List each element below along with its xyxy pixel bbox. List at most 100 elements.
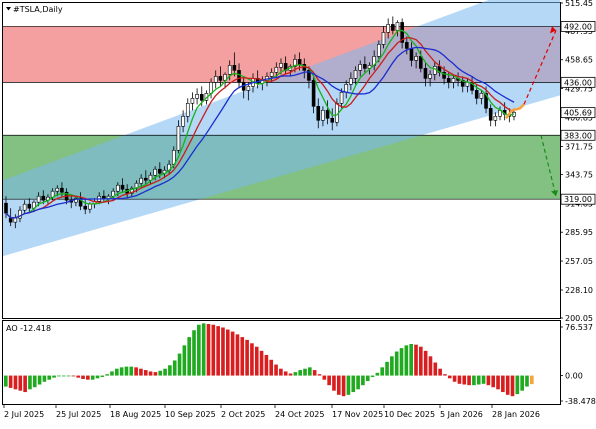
ao-bar — [254, 346, 259, 376]
candle-body — [460, 80, 465, 87]
candle — [460, 76, 465, 93]
candle — [218, 66, 223, 87]
ao-bar — [192, 330, 196, 376]
candle — [391, 16, 395, 35]
price-tick-label: 200.05 — [565, 314, 593, 323]
candle-body — [405, 42, 409, 49]
candle-body — [307, 70, 311, 81]
candle — [428, 70, 432, 87]
candle — [22, 200, 27, 215]
candle-body — [423, 68, 428, 79]
candle — [185, 98, 190, 123]
ao-bar — [143, 370, 148, 376]
ao-bar — [356, 375, 360, 390]
ao-bar — [264, 354, 269, 376]
ao-bar — [225, 329, 230, 376]
candle-body — [213, 76, 218, 83]
ao-bar — [28, 375, 32, 390]
ao-bar — [240, 337, 245, 376]
candle-body — [181, 116, 185, 127]
candle-body — [386, 24, 390, 33]
ao-bar — [443, 374, 447, 376]
ao-bar — [197, 324, 201, 376]
short-term-path — [505, 103, 525, 120]
price-tick-label: 285.95 — [565, 228, 593, 237]
ao-bar — [351, 375, 356, 393]
candle-body — [451, 78, 456, 83]
ao-bar — [230, 331, 235, 376]
level-label-box — [560, 193, 596, 205]
candle-body — [330, 118, 335, 123]
candle-body — [293, 59, 297, 67]
symbol-title: #TSLA,Daily — [13, 5, 63, 14]
chart-title: #TSLA,Daily — [6, 5, 63, 14]
candle-body — [344, 84, 349, 93]
ao-bar — [414, 344, 418, 376]
candle-body — [120, 184, 125, 190]
ao-bar — [298, 370, 302, 376]
candle — [488, 104, 493, 127]
ao-tick-label: -38.478 — [565, 397, 596, 406]
ao-bar — [211, 324, 216, 376]
ao-bar — [428, 356, 433, 376]
ao-bar — [447, 375, 452, 379]
candle — [321, 106, 325, 127]
ao-bar — [496, 375, 500, 390]
ao-bar — [385, 361, 389, 376]
candle-body — [279, 63, 283, 68]
candle — [307, 66, 311, 89]
ma-slow-line — [5, 46, 515, 219]
candle-body — [358, 64, 363, 71]
candle — [227, 60, 232, 81]
price-tick-label: 515.45 — [565, 0, 593, 8]
candle — [479, 90, 484, 105]
candle-body — [195, 94, 199, 99]
candle-body — [353, 70, 358, 79]
ao-bar — [259, 350, 264, 376]
ao-bar — [158, 370, 163, 376]
ao-bar — [327, 375, 331, 386]
candle — [195, 88, 199, 105]
time-tick-label: 28 Jan 2026 — [492, 410, 540, 419]
ao-bar — [47, 375, 52, 380]
ao-bar — [86, 375, 90, 380]
ao-bar — [336, 375, 341, 395]
ao-bar — [283, 371, 288, 376]
ao-bar — [505, 375, 510, 395]
candle — [330, 108, 335, 131]
ao-bar — [187, 337, 192, 376]
time-axis: 2 Jul 2025 25 Jul 2025 18 Aug 2025 10 Sep 2… — [3, 405, 540, 419]
candle — [367, 62, 372, 75]
candle — [484, 86, 488, 114]
moving-averages — [5, 29, 515, 219]
ao-bar — [423, 350, 428, 376]
candle-body — [367, 65, 372, 69]
bull-arrow-head — [550, 26, 556, 34]
candle-body — [381, 32, 386, 45]
ao-bar — [148, 371, 153, 376]
candle-body — [274, 67, 279, 73]
candle-body — [83, 205, 88, 210]
candle — [78, 192, 83, 211]
candle-body — [22, 203, 27, 211]
candle-body — [414, 56, 418, 61]
price-tick-label: 343.75 — [565, 170, 593, 179]
candle-body — [209, 82, 213, 94]
triangle-down-icon — [6, 7, 11, 11]
candle — [470, 76, 474, 95]
ao-bar — [95, 375, 100, 379]
ao-bar — [4, 375, 8, 387]
candle-body — [78, 197, 83, 207]
time-tick-label: 24 Oct 2025 — [275, 410, 324, 419]
time-tick-label: 2 Oct 2025 — [221, 410, 265, 419]
candle — [18, 206, 22, 223]
ao-bar — [361, 375, 365, 386]
candle-body — [60, 187, 64, 193]
ao-bar — [18, 375, 23, 391]
ao-bar — [375, 372, 380, 376]
ao-bar — [317, 374, 322, 376]
ao-bar — [322, 375, 327, 380]
ao-bar — [182, 345, 187, 376]
candle — [349, 72, 353, 91]
